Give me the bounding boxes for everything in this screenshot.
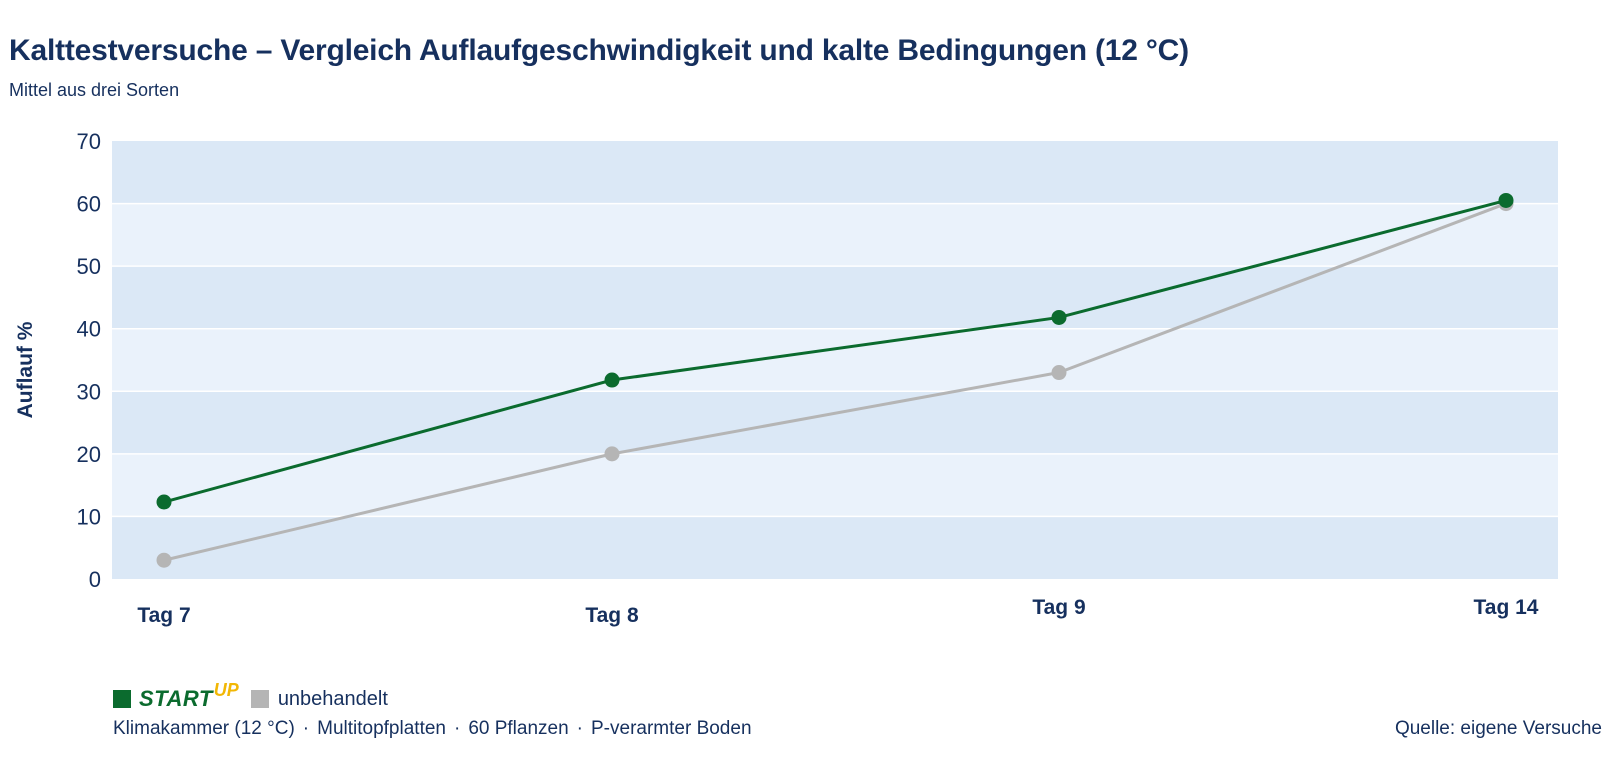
legend-item-unbehandelt: unbehandelt: [250, 687, 388, 711]
y-tick-label: 40: [77, 317, 101, 342]
footnote-soil: P-verarmter Boden: [591, 718, 752, 739]
x-tick-label: Tag 9: [1032, 596, 1085, 619]
y-tick-label: 20: [77, 442, 101, 467]
data-point-startup: [1051, 309, 1067, 325]
chart-subtitle: Mittel aus drei Sorten: [9, 80, 180, 100]
plot-band: [112, 141, 1558, 204]
y-tick-label: 70: [77, 129, 101, 154]
footnote-climate-chamber: Klimakammer (12 °C): [113, 718, 295, 739]
y-tick-label: 60: [77, 192, 101, 217]
y-tick-label: 10: [77, 504, 101, 529]
legend: START UP unbehandelt: [113, 680, 400, 712]
y-tick-label: 0: [89, 567, 101, 592]
footnote-separator: ·: [576, 718, 583, 739]
x-tick-label: Tag 14: [1474, 596, 1539, 619]
footnote-separator: ·: [302, 718, 310, 739]
data-point-unbehandelt: [156, 552, 172, 568]
legend-swatch-unbehandelt: [250, 690, 269, 708]
legend-swatch-startup: [113, 690, 131, 708]
plot-background-bands: [112, 141, 1558, 579]
series-group: [156, 192, 1514, 568]
data-point-unbehandelt: [1051, 365, 1067, 381]
legend-item-startup: START UP: [113, 680, 239, 712]
y-axis-label: Auflauf %: [14, 321, 37, 418]
plot-band: [112, 516, 1558, 579]
series-line-unbehandelt: [163, 202, 1507, 562]
data-point-startup: [1498, 192, 1514, 208]
brand-logo-superscript: UP: [213, 679, 239, 700]
source-note: Quelle: eigene Versuche: [1394, 718, 1602, 739]
brand-logo-text: START: [139, 686, 213, 711]
data-point-startup: [156, 494, 172, 510]
footnote-plants: 60 Pflanzen: [468, 718, 569, 739]
x-axis-ticks: Tag 7 Tag 8 Tag 9 Tag 14: [137, 596, 1538, 627]
y-axis-ticks: 0 10 20 30 40 50 60 70: [77, 129, 101, 592]
footnotes: Klimakammer (12 °C) · Multitopfplatten · 60 …: [113, 718, 752, 740]
x-tick-label: Tag 7: [137, 604, 190, 627]
footnote-plates: Multitopfplatten: [317, 718, 446, 739]
plot-band: [112, 453, 1558, 517]
legend-label-unbehandelt: unbehandelt: [277, 687, 388, 710]
series-line-startup: [163, 198, 1507, 504]
data-point-unbehandelt: [604, 446, 620, 462]
chart-title: Kalttestversuche – Vergleich Auflaufgesc…: [9, 34, 1189, 67]
footnote-separator: ·: [453, 718, 461, 739]
y-tick-label: 30: [77, 379, 101, 404]
data-point-startup: [604, 372, 620, 388]
plot-band: [112, 266, 1558, 329]
plot-band: [112, 203, 1558, 267]
y-tick-label: 50: [77, 254, 101, 279]
plot-band: [112, 328, 1558, 392]
plot-band: [112, 391, 1558, 454]
line-chart: 0 10 20 30 40 50 60 70 Tag 7 Tag 8 Tag 9 Tag 14 Au…: [14, 129, 1558, 627]
x-tick-label: Tag 8: [585, 604, 639, 627]
